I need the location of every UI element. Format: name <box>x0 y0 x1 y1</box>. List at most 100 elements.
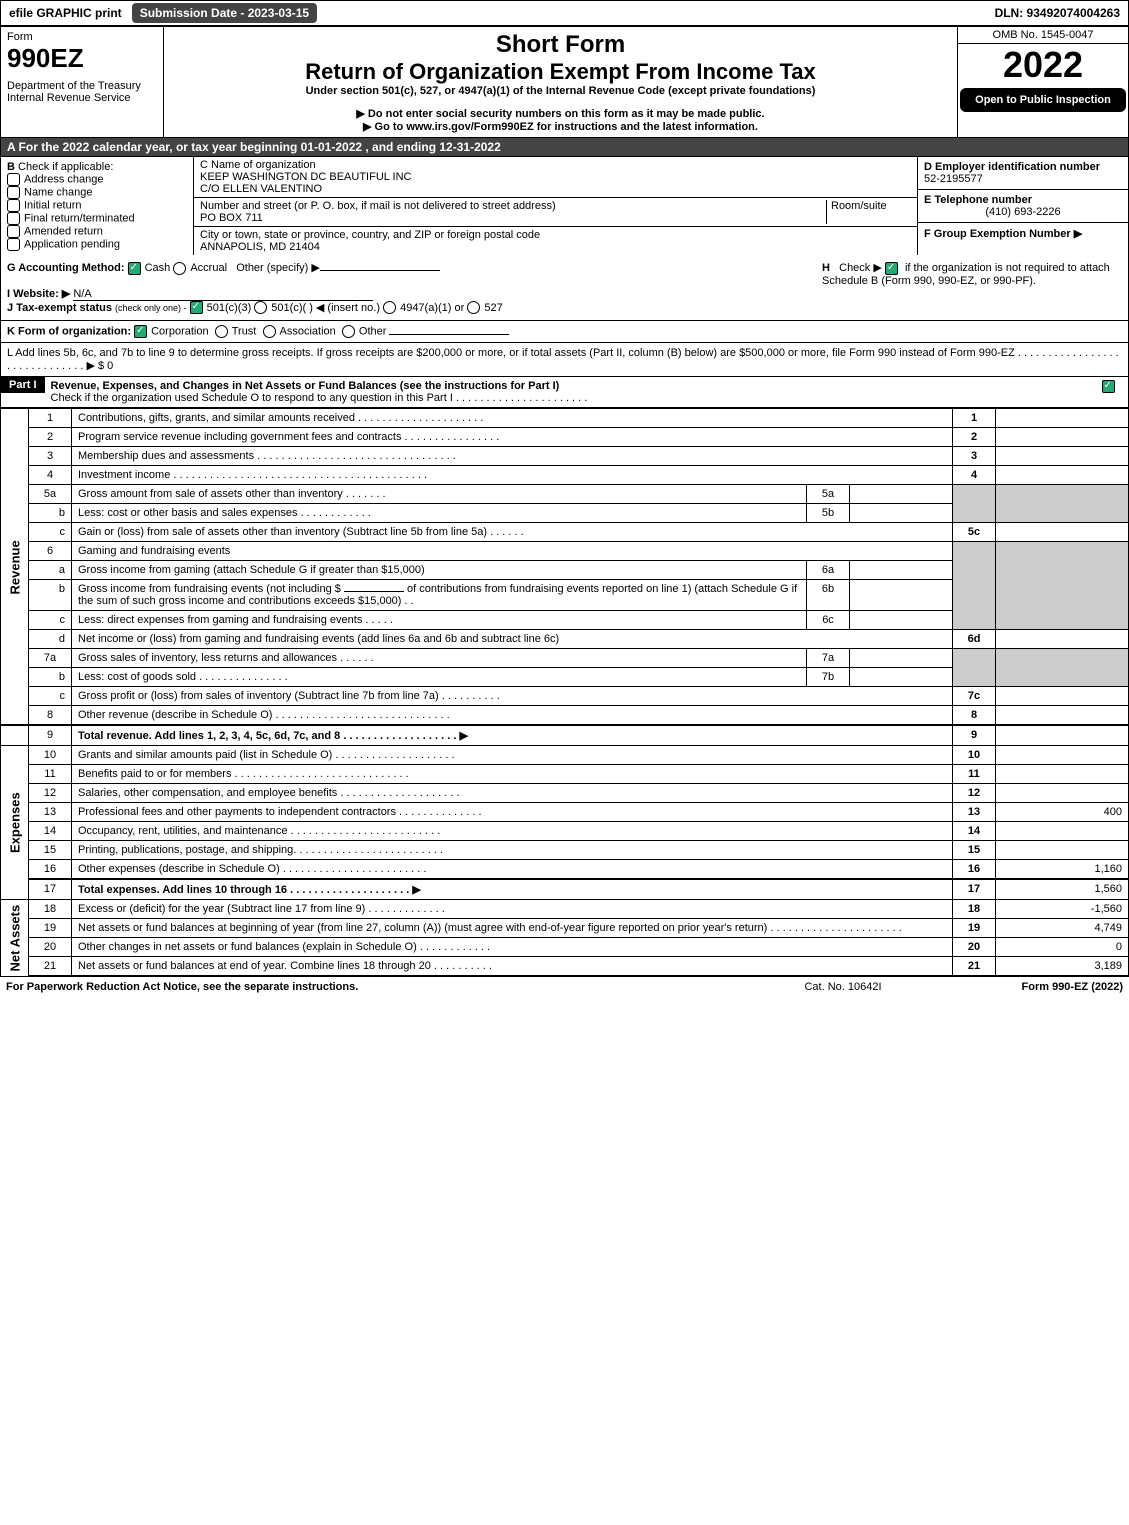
line-1-res: 1 <box>953 409 996 428</box>
line-6c-sub: 6c <box>807 611 850 630</box>
line-8-res: 8 <box>953 706 996 726</box>
section-b: B Check if applicable: Address change Na… <box>1 157 194 255</box>
line-17-res: 17 <box>953 879 996 900</box>
k-other: Other <box>359 326 387 338</box>
e-label: E Telephone number <box>924 194 1032 206</box>
row-gh: G Accounting Method: Cash Accrual Other … <box>0 255 1129 321</box>
g-label: G Accounting Method: <box>7 262 125 274</box>
line-18-res: 18 <box>953 900 996 919</box>
shaded-5ab-val <box>996 485 1129 523</box>
checkbox-initial-return[interactable] <box>7 199 20 212</box>
i-label: I Website: ▶ <box>7 288 70 300</box>
checkbox-schedule-b[interactable] <box>885 262 898 275</box>
line-6b-subval <box>850 580 953 611</box>
checkbox-application-pending[interactable] <box>7 238 20 251</box>
website-value: N/A <box>73 288 373 301</box>
line-7b-no: b <box>29 668 72 687</box>
line-6-desc: Gaming and fundraising events <box>72 542 953 561</box>
expenses-label: Expenses <box>1 746 29 900</box>
line-3-desc: Membership dues and assessments . . . . … <box>72 447 953 466</box>
checkbox-address-change[interactable] <box>7 173 20 186</box>
radio-4947[interactable] <box>383 301 396 314</box>
radio-other-org[interactable] <box>342 325 355 338</box>
line-7c-res: 7c <box>953 687 996 706</box>
line-15-desc: Printing, publications, postage, and shi… <box>72 841 953 860</box>
line-18-desc: Excess or (deficit) for the year (Subtra… <box>72 900 953 919</box>
line-9-no: 9 <box>29 725 72 746</box>
line-19-no: 19 <box>29 919 72 938</box>
radio-501c[interactable] <box>254 301 267 314</box>
line-6b-no: b <box>29 580 72 611</box>
line-6b-input[interactable] <box>344 591 404 592</box>
org-address: PO BOX 711 <box>200 212 263 224</box>
line-4-desc: Investment income . . . . . . . . . . . … <box>72 466 953 485</box>
line-16-res: 16 <box>953 860 996 880</box>
b-item-3: Final return/terminated <box>24 212 135 224</box>
line-17-val: 1,560 <box>996 879 1129 900</box>
checkbox-corporation[interactable] <box>134 325 147 338</box>
f-label: F Group Exemption Number ▶ <box>924 228 1082 240</box>
radio-association[interactable] <box>263 325 276 338</box>
form-header: Form 990EZ Department of the Treasury In… <box>0 27 1129 137</box>
line-19-res: 19 <box>953 919 996 938</box>
k-other-input[interactable] <box>389 334 509 335</box>
line-5c-val <box>996 523 1129 542</box>
omb-number: OMB No. 1545-0047 <box>958 27 1128 44</box>
line-7b-sub: 7b <box>807 668 850 687</box>
form-number: 990EZ <box>7 43 157 74</box>
line-20-val: 0 <box>996 938 1129 957</box>
line-5b-desc: Less: cost or other basis and sales expe… <box>72 504 807 523</box>
ein-value: 52-2195577 <box>924 173 983 185</box>
line-7a-desc: Gross sales of inventory, less returns a… <box>72 649 807 668</box>
section-def: D Employer identification number 52-2195… <box>917 157 1128 255</box>
checkbox-amended-return[interactable] <box>7 225 20 238</box>
c-name-label: C Name of organization <box>200 159 316 171</box>
j-opt3: 4947(a)(1) or <box>400 302 464 314</box>
line-7a-subval <box>850 649 953 668</box>
part1-title: Revenue, Expenses, and Changes in Net As… <box>45 377 1092 407</box>
line-6a-desc: Gross income from gaming (attach Schedul… <box>72 561 807 580</box>
line-7c-val <box>996 687 1129 706</box>
open-to-public: Open to Public Inspection <box>960 88 1126 112</box>
checkbox-cash[interactable] <box>128 262 141 275</box>
department: Department of the Treasury Internal Reve… <box>7 80 157 104</box>
b-item-0: Address change <box>24 173 104 185</box>
checkbox-final-return[interactable] <box>7 212 20 225</box>
g-other-input[interactable] <box>320 270 440 271</box>
top-bar: efile GRAPHIC print Submission Date - 20… <box>0 0 1129 27</box>
line-6b-sub: 6b <box>807 580 850 611</box>
section-l: L Add lines 5b, 6c, and 7b to line 9 to … <box>0 343 1129 377</box>
bullet-2: ▶ Go to www.irs.gov/Form990EZ for instru… <box>170 120 951 133</box>
line-5c-res: 5c <box>953 523 996 542</box>
h-text: Check ▶ <box>839 262 882 274</box>
line-9-val <box>996 725 1129 746</box>
line-7a-sub: 7a <box>807 649 850 668</box>
line-20-desc: Other changes in net assets or fund bala… <box>72 938 953 957</box>
org-co: C/O ELLEN VALENTINO <box>200 183 322 195</box>
line-14-desc: Occupancy, rent, utilities, and maintena… <box>72 822 953 841</box>
checkbox-name-change[interactable] <box>7 186 20 199</box>
line-2-no: 2 <box>29 428 72 447</box>
line-6a-subval <box>850 561 953 580</box>
lines-table: Revenue 1 Contributions, gifts, grants, … <box>0 408 1129 977</box>
line-1-no: 1 <box>29 409 72 428</box>
checkbox-501c3[interactable] <box>190 301 203 314</box>
radio-527[interactable] <box>467 301 480 314</box>
line-13-no: 13 <box>29 803 72 822</box>
g-cash: Cash <box>145 262 171 274</box>
line-21-no: 21 <box>29 957 72 977</box>
line-19-desc: Net assets or fund balances at beginning… <box>72 919 953 938</box>
shaded-6-val <box>996 542 1129 630</box>
line-7b-desc: Less: cost of goods sold . . . . . . . .… <box>72 668 807 687</box>
part1-check-text: Check if the organization used Schedule … <box>51 392 588 404</box>
line-14-val <box>996 822 1129 841</box>
line-12-desc: Salaries, other compensation, and employ… <box>72 784 953 803</box>
footer-right: Form 990-EZ (2022) <box>943 981 1123 993</box>
line-12-val <box>996 784 1129 803</box>
part1-checkbox[interactable] <box>1092 377 1128 396</box>
radio-accrual[interactable] <box>173 262 186 275</box>
k-assoc: Association <box>280 326 336 338</box>
radio-trust[interactable] <box>215 325 228 338</box>
line-5a-no: 5a <box>29 485 72 504</box>
line-11-no: 11 <box>29 765 72 784</box>
